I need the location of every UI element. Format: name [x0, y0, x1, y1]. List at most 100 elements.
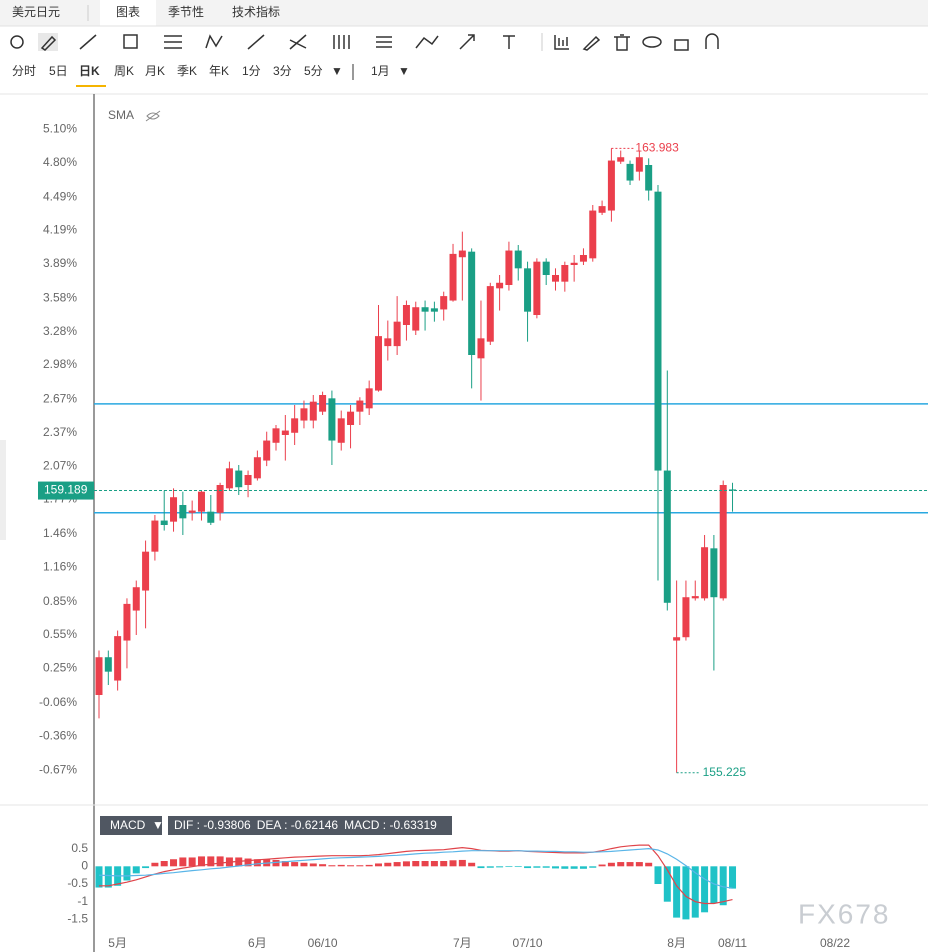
- tool-icon[interactable]: [79, 34, 97, 50]
- y-tick-label: -1: [77, 894, 88, 908]
- tool-icon[interactable]: [247, 34, 265, 50]
- period[interactable]: 3分: [273, 64, 292, 78]
- dropdown-arrow[interactable]: ▼: [398, 64, 410, 78]
- side-handle[interactable]: [0, 440, 6, 540]
- macd-bar: [579, 866, 587, 869]
- macd-bar: [542, 866, 550, 868]
- macd-bar: [347, 865, 355, 867]
- dropdown-arrow[interactable]: ▼: [152, 818, 164, 832]
- period[interactable]: 日K: [79, 64, 100, 78]
- y-tick-label: 2.37%: [43, 425, 77, 439]
- macd-bar: [635, 862, 643, 867]
- tool-icon[interactable]: [674, 39, 689, 51]
- dropdown-arrow[interactable]: ▼: [331, 64, 343, 78]
- candle-body: [216, 485, 224, 513]
- y-tick-label: 0.55%: [43, 627, 77, 641]
- visibility-icon[interactable]: [145, 110, 161, 122]
- legend-entry: DIF : -0.93806: [174, 818, 251, 832]
- candle-body: [319, 395, 327, 412]
- y-tick-label: 1.46%: [43, 526, 77, 540]
- tool-icon[interactable]: [164, 35, 182, 49]
- y-tick-label: -0.36%: [39, 728, 77, 742]
- tabs: 图表 季节性 技术指标: [100, 0, 280, 26]
- candle-body: [477, 338, 485, 359]
- period[interactable]: 月K: [145, 64, 165, 78]
- macd-bar: [281, 861, 289, 867]
- x-tick-label: 8月: [667, 936, 686, 950]
- y-tick-label: 3.89%: [43, 256, 77, 270]
- active-tab[interactable]: [100, 0, 156, 26]
- macd-bar: [552, 866, 560, 869]
- period[interactable]: 分时: [12, 64, 36, 78]
- candle-body: [393, 321, 401, 347]
- tool-icon[interactable]: [123, 34, 138, 49]
- x-tick-label: 08/22: [820, 936, 850, 950]
- y-tick-label: -1.5: [67, 912, 88, 926]
- indicator-selector[interactable]: [100, 816, 162, 835]
- tab[interactable]: 技术指标: [232, 4, 280, 19]
- candle-body: [95, 657, 103, 695]
- period-dropdown[interactable]: 1月: [371, 64, 390, 78]
- tool-icon[interactable]: [376, 36, 392, 48]
- period[interactable]: 5分: [304, 64, 323, 78]
- last-price-text: 159.189: [44, 483, 88, 497]
- tool-icon[interactable]: [40, 35, 57, 51]
- period[interactable]: 5日: [49, 64, 68, 78]
- tab[interactable]: 季节性: [168, 5, 204, 19]
- tool-icon[interactable]: [205, 34, 223, 49]
- macd-bar: [710, 866, 718, 904]
- tool-icon[interactable]: [333, 35, 350, 49]
- candle-body: [253, 457, 261, 479]
- candle-body: [123, 603, 131, 641]
- tool-icon[interactable]: [614, 34, 630, 51]
- period[interactable]: 年K: [209, 64, 229, 78]
- candle-body: [673, 637, 681, 641]
- macd-bar: [95, 866, 103, 888]
- macd-bar: [216, 856, 224, 867]
- candle-body: [449, 253, 457, 301]
- macd-bar: [691, 866, 699, 918]
- macd-bar: [514, 866, 522, 868]
- candle-body: [402, 305, 410, 325]
- candle-body: [533, 261, 541, 315]
- tool-icon[interactable]: [289, 34, 307, 50]
- tab[interactable]: 图表: [116, 5, 140, 19]
- indicator-selector-text[interactable]: MACD: [110, 818, 146, 832]
- watermark: FX678: [798, 898, 891, 929]
- tool-icon[interactable]: [554, 35, 569, 50]
- macd-legend: [168, 816, 452, 835]
- tool-icon[interactable]: [705, 33, 719, 49]
- candle-body: [235, 470, 243, 488]
- macd-bar: [654, 866, 662, 884]
- candle-body: [309, 401, 317, 421]
- tool-icon[interactable]: [642, 36, 662, 48]
- macd-bar: [151, 862, 159, 867]
- macd-bar: [729, 866, 737, 889]
- macd-bar: [300, 862, 308, 867]
- macd-bar: [328, 865, 336, 867]
- tool-icon[interactable]: [10, 35, 24, 49]
- macd-chart: 0.5 0 -0.5 -1 -1.5 5月 6月 06/10 7月 07/10 8月 08/11 08/…: [67, 841, 850, 950]
- x-tick-label: 07/10: [513, 936, 543, 950]
- period[interactable]: 1分: [242, 64, 261, 78]
- tool-icon[interactable]: [459, 34, 475, 50]
- tool-icon[interactable]: [503, 35, 515, 49]
- candle-body: [514, 250, 522, 269]
- period[interactable]: 周K: [114, 64, 134, 78]
- macd-bar: [477, 866, 485, 869]
- indicator-label: SMA: [108, 108, 134, 122]
- tool-icon[interactable]: [582, 35, 601, 51]
- tool-icon[interactable]: [415, 35, 439, 49]
- macd-bar: [524, 866, 532, 869]
- y-tick-label: 1.16%: [43, 559, 77, 573]
- candle-body: [570, 262, 578, 265]
- legend-entry: MACD : -0.63319: [344, 818, 437, 832]
- macd-bar: [309, 863, 317, 867]
- macd-bar: [719, 866, 727, 906]
- y-tick-label: -0.06%: [39, 695, 77, 709]
- y-tick-label: 2.07%: [43, 458, 77, 472]
- period[interactable]: 季K: [177, 64, 197, 78]
- macd-bar: [440, 861, 448, 867]
- main-chart: 5.10% 4.80% 4.49% 4.19% 3.89% 3.58% 3.28% 2.98%…: [38, 122, 928, 779]
